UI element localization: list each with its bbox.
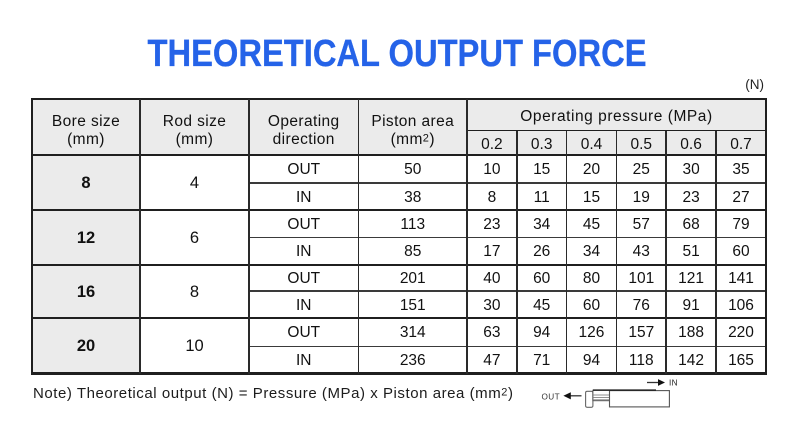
- svg-text:OUT: OUT: [542, 393, 560, 402]
- svg-text:IN: IN: [669, 379, 678, 388]
